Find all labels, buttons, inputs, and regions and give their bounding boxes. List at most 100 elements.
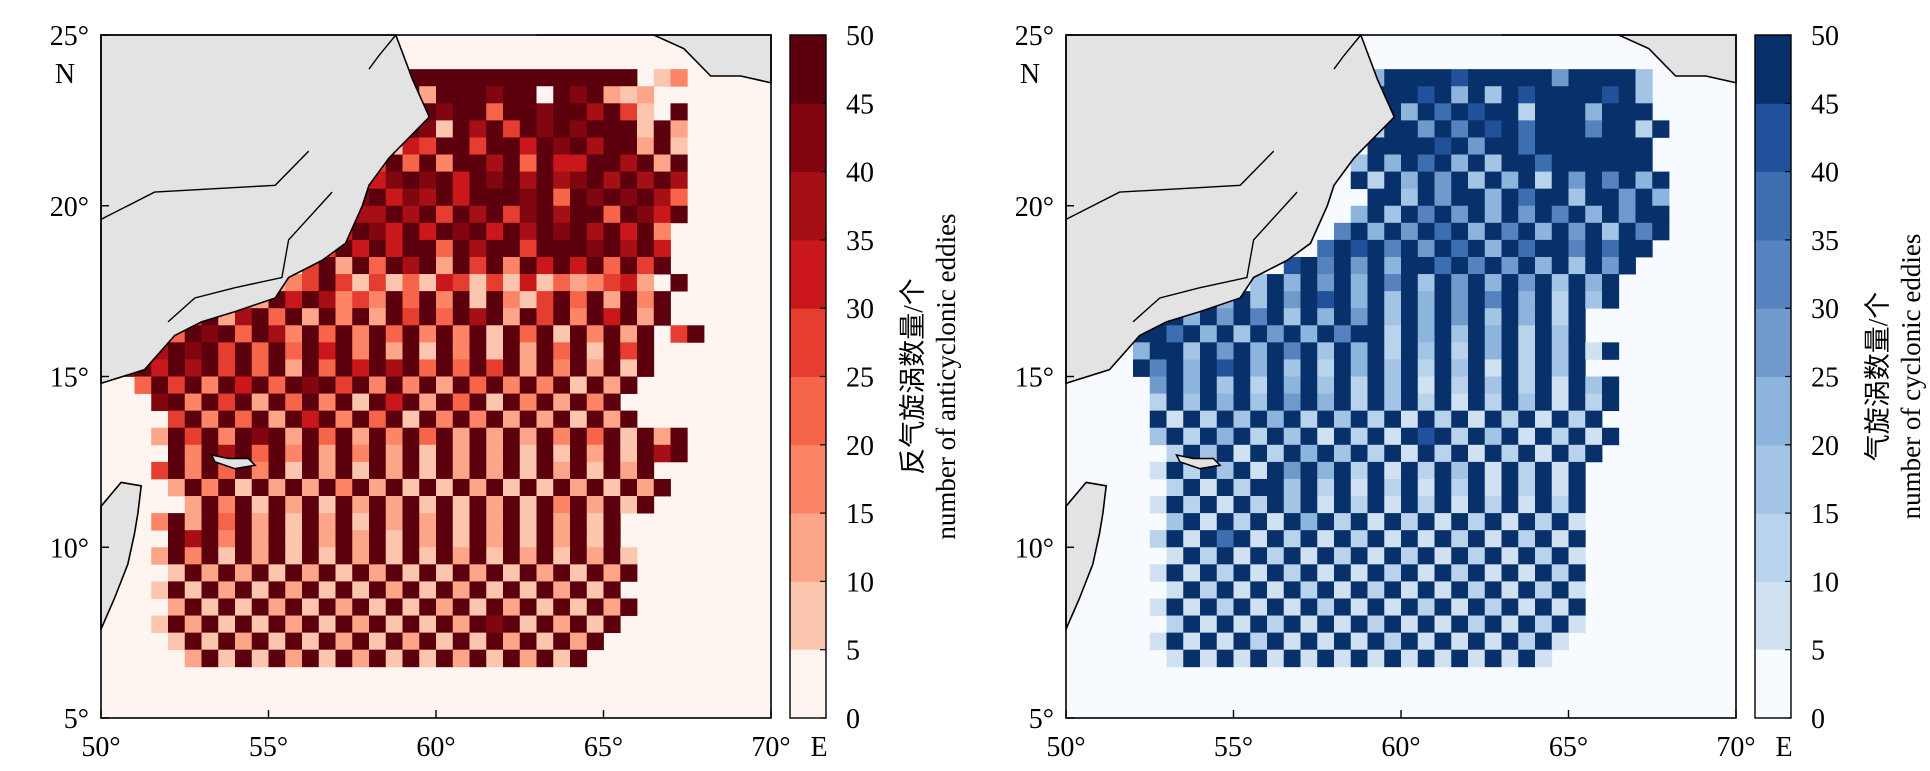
eddy-cell <box>369 410 387 429</box>
eddy-cell <box>1216 444 1234 463</box>
eddy-cell <box>1350 256 1368 275</box>
eddy-cell <box>1317 342 1335 360</box>
x-tick-label: 55° <box>249 732 288 763</box>
eddy-cell <box>1401 137 1419 155</box>
eddy-cell <box>570 564 588 582</box>
eddy-cell <box>352 461 370 480</box>
eddy-cell <box>586 137 604 155</box>
eddy-cell <box>570 256 588 275</box>
eddy-cell <box>469 564 487 582</box>
eddy-cell <box>1334 461 1352 480</box>
eddy-cell <box>570 598 588 616</box>
eddy-cell <box>1535 615 1553 634</box>
eddy-cell <box>436 581 454 599</box>
eddy-cell <box>1250 513 1268 531</box>
eddy-cell <box>519 376 537 394</box>
colorbar-band <box>790 581 826 651</box>
eddy-cell <box>1183 615 1201 634</box>
land-masses <box>1065 34 1737 630</box>
eddy-cell <box>603 291 621 309</box>
eddy-cell <box>637 291 655 309</box>
eddy-cell <box>1216 325 1234 343</box>
eddy-cell <box>586 376 604 394</box>
eddy-cell <box>1568 103 1586 121</box>
eddy-cell <box>1216 496 1234 514</box>
eddy-cell <box>385 478 403 497</box>
eddy-cell <box>1267 598 1285 616</box>
eddy-cell <box>1417 325 1435 343</box>
eddy-cell <box>1484 530 1502 548</box>
eddy-cell <box>1250 308 1268 326</box>
eddy-cell <box>1585 222 1603 241</box>
eddy-cell <box>1468 69 1486 87</box>
eddy-count-cells <box>117 69 705 668</box>
eddy-cell <box>1367 461 1385 480</box>
eddy-cell <box>402 547 420 565</box>
eddy-cell <box>385 222 403 241</box>
eddy-cell <box>452 137 470 155</box>
eddy-cell <box>1149 342 1167 360</box>
eddy-cell <box>1501 615 1519 634</box>
y-axis-suffix: N <box>55 59 75 90</box>
eddy-cell <box>1200 564 1218 582</box>
x-tick-label: 70° <box>751 732 790 763</box>
eddy-cell <box>402 598 420 616</box>
eddy-cell <box>1551 137 1569 155</box>
y-tick-label: 5° <box>1029 704 1054 735</box>
eddy-cell <box>1518 632 1536 651</box>
eddy-cell <box>402 564 420 582</box>
eddy-cell <box>419 137 437 155</box>
eddy-cell <box>1166 359 1184 377</box>
eddy-cell <box>1166 496 1184 514</box>
eddy-cell <box>637 103 655 121</box>
eddy-cell <box>1300 649 1318 668</box>
eddy-cell <box>302 649 320 668</box>
eddy-cell <box>1551 120 1569 138</box>
eddy-cell <box>1551 376 1569 394</box>
land-polygon <box>100 481 143 630</box>
eddy-cell <box>1451 171 1469 190</box>
eddy-cell <box>251 598 269 616</box>
eddy-cell <box>251 393 269 412</box>
eddy-cell <box>419 154 437 172</box>
eddy-cell <box>1501 291 1519 309</box>
colorbar-tick-label: 20 <box>1811 431 1839 462</box>
eddy-cell <box>452 291 470 309</box>
eddy-cell <box>201 376 219 394</box>
eddy-cell <box>1434 393 1452 412</box>
eddy-cell <box>385 410 403 429</box>
eddy-cell <box>1551 188 1569 207</box>
eddy-cell <box>1568 154 1586 172</box>
eddy-cell <box>486 581 504 599</box>
eddy-cell <box>1250 274 1268 292</box>
eddy-cell <box>1501 359 1519 377</box>
eddy-cell <box>385 308 403 326</box>
eddy-cell <box>369 188 387 207</box>
eddy-cell <box>1484 478 1502 497</box>
eddy-cell <box>603 120 621 138</box>
colorbar-tick-label: 25 <box>1811 363 1839 394</box>
land-polygon <box>1065 481 1108 630</box>
eddy-cell <box>603 478 621 497</box>
y-axis-suffix: N <box>1020 59 1040 90</box>
eddy-cell <box>1618 69 1636 87</box>
eddy-cell <box>1350 530 1368 548</box>
eddy-cell <box>603 581 621 599</box>
eddy-cell <box>1384 239 1402 258</box>
eddy-cell <box>653 256 671 275</box>
eddy-cell <box>1501 461 1519 480</box>
eddy-cell <box>553 120 571 138</box>
eddy-cell <box>1417 496 1435 514</box>
eddy-cell <box>1267 291 1285 309</box>
eddy-cell <box>1384 308 1402 326</box>
eddy-cell <box>1283 496 1301 514</box>
anticyclonic-eddy-map: 50° 55° 60° 65° 70° E5°10°15°20°25°N051015202… <box>50 21 961 763</box>
eddy-cell <box>1233 649 1251 668</box>
eddy-cell <box>318 376 336 394</box>
eddy-cell <box>1434 598 1452 616</box>
eddy-cell <box>553 103 571 121</box>
eddy-cell <box>251 496 269 514</box>
eddy-cell <box>168 478 186 497</box>
eddy-cell <box>1602 274 1620 292</box>
eddy-cell <box>1283 325 1301 343</box>
